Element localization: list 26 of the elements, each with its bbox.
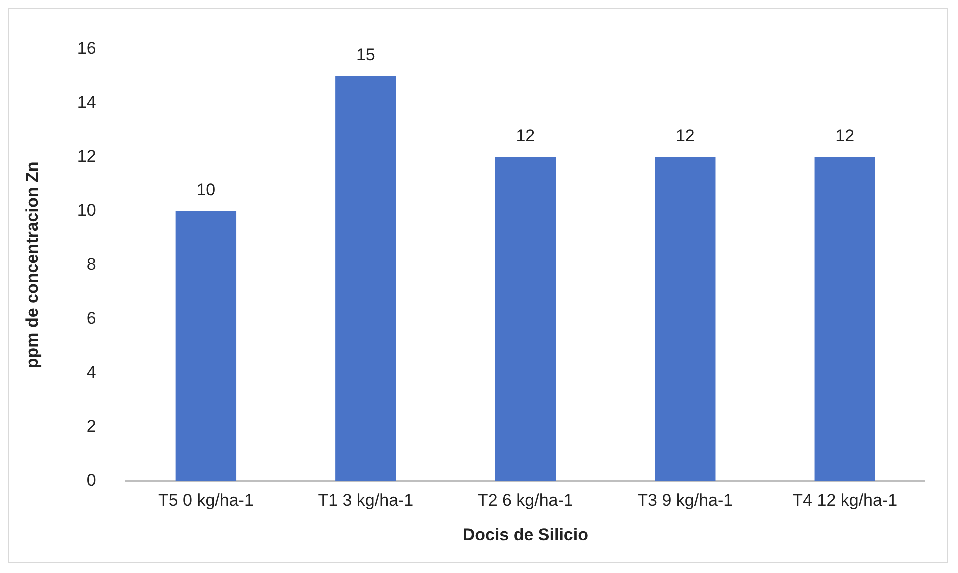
bar: [495, 157, 556, 482]
y-axis-title: ppm de concentracion Zn: [22, 162, 42, 369]
y-tick-label: 12: [77, 146, 96, 166]
bar: [814, 157, 876, 482]
x-tick-label: T2 6 kg/ha-1: [478, 491, 574, 510]
data-label: 12: [676, 126, 695, 146]
x-tick-label: T4 12 kg/ha-1: [792, 491, 898, 510]
data-label: 15: [356, 45, 376, 64]
y-tick-label: 14: [77, 92, 96, 112]
data-label: 12: [836, 126, 855, 146]
y-tick-label: 2: [86, 416, 96, 436]
y-tick-label: 0: [86, 470, 96, 490]
y-tick-label: 6: [86, 308, 96, 328]
bar: [176, 211, 237, 482]
bar: [655, 157, 716, 482]
x-axis-title: Docis de Silicio: [462, 525, 588, 544]
bar: [336, 76, 396, 482]
x-tick-label: T1 3 kg/ha-1: [318, 491, 414, 510]
y-tick-label: 8: [86, 254, 96, 274]
x-tick-label: T5 0 kg/ha-1: [158, 491, 254, 510]
y-tick-label: 10: [77, 200, 96, 220]
data-label: 10: [196, 180, 216, 200]
y-tick-label: 16: [77, 38, 96, 58]
data-label: 12: [516, 126, 536, 146]
y-tick-label: 4: [86, 362, 96, 382]
x-tick-label: T3 9 kg/ha-1: [638, 491, 734, 510]
